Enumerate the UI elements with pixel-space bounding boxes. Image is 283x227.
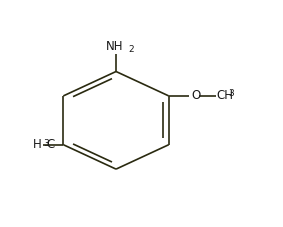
Text: H: H — [33, 138, 42, 151]
Text: 3: 3 — [228, 89, 234, 98]
Text: O: O — [191, 89, 201, 102]
Text: NH: NH — [106, 40, 123, 53]
Text: 3: 3 — [43, 139, 49, 148]
Text: C: C — [47, 138, 55, 151]
Text: 2: 2 — [128, 45, 134, 54]
Text: CH: CH — [217, 89, 234, 102]
